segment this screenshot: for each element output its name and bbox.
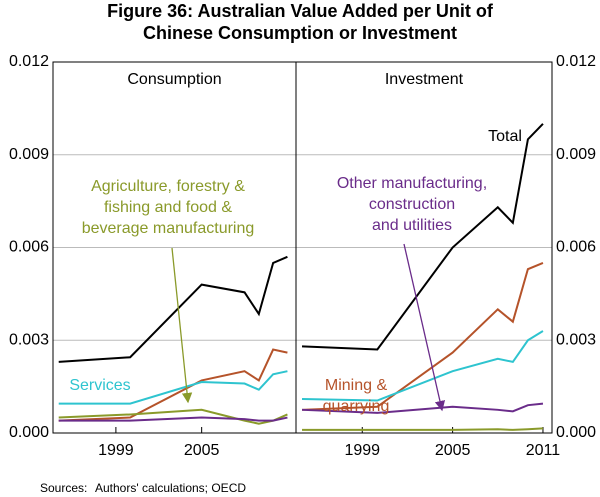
source-text: Authors' calculations; OECD	[95, 481, 246, 495]
panel-title: Consumption	[127, 71, 221, 88]
annotation: Services	[69, 377, 130, 394]
annotation: and utilities	[372, 217, 452, 234]
annotation: beverage manufacturing	[82, 220, 255, 237]
chart-title: Figure 36: Australian Value Added per Un…	[107, 1, 494, 21]
series-line	[58, 416, 288, 422]
y-tick-label: 0.012	[9, 53, 49, 70]
series-line	[301, 123, 544, 351]
series-line	[302, 427, 544, 431]
y-tick-label: 0.000	[556, 424, 596, 441]
annotation: Mining &	[325, 377, 388, 394]
x-tick-label: 1999	[98, 442, 134, 459]
chart-title: Chinese Consumption or Investment	[143, 23, 457, 43]
panel-title: Investment	[385, 71, 464, 88]
series-line	[301, 402, 544, 414]
y-tick-label: 0.009	[556, 146, 596, 163]
annotation: quarrying	[323, 398, 390, 415]
x-tick-label: 2005	[184, 442, 220, 459]
annotation: fishing and food &	[104, 199, 232, 216]
series-line	[302, 330, 544, 402]
annotation-arrow	[403, 243, 446, 412]
annotation: Total	[488, 128, 522, 145]
x-tick-label: 2011	[526, 442, 561, 459]
y-tick-label: 0.003	[556, 331, 596, 348]
y-tick-label: 0.003	[9, 331, 49, 348]
annotation: Agriculture, forestry &	[91, 178, 245, 195]
y-tick-label: 0.012	[556, 53, 596, 70]
annotation: construction	[369, 196, 455, 213]
x-tick-label: 2005	[435, 442, 471, 459]
series-line	[58, 408, 288, 425]
y-tick-label: 0.000	[9, 424, 49, 441]
series-line	[58, 348, 288, 422]
x-tick-label: 1999	[344, 442, 380, 459]
series-line	[58, 370, 288, 405]
source-label: Sources:	[40, 481, 87, 495]
y-tick-label: 0.009	[9, 146, 49, 163]
series-line	[301, 262, 544, 411]
series-line	[58, 255, 288, 363]
annotation-arrow	[171, 247, 193, 404]
y-tick-label: 0.006	[9, 239, 49, 256]
y-tick-label: 0.006	[556, 239, 596, 256]
annotation: Other manufacturing,	[337, 175, 487, 192]
plot-frame	[52, 61, 553, 434]
